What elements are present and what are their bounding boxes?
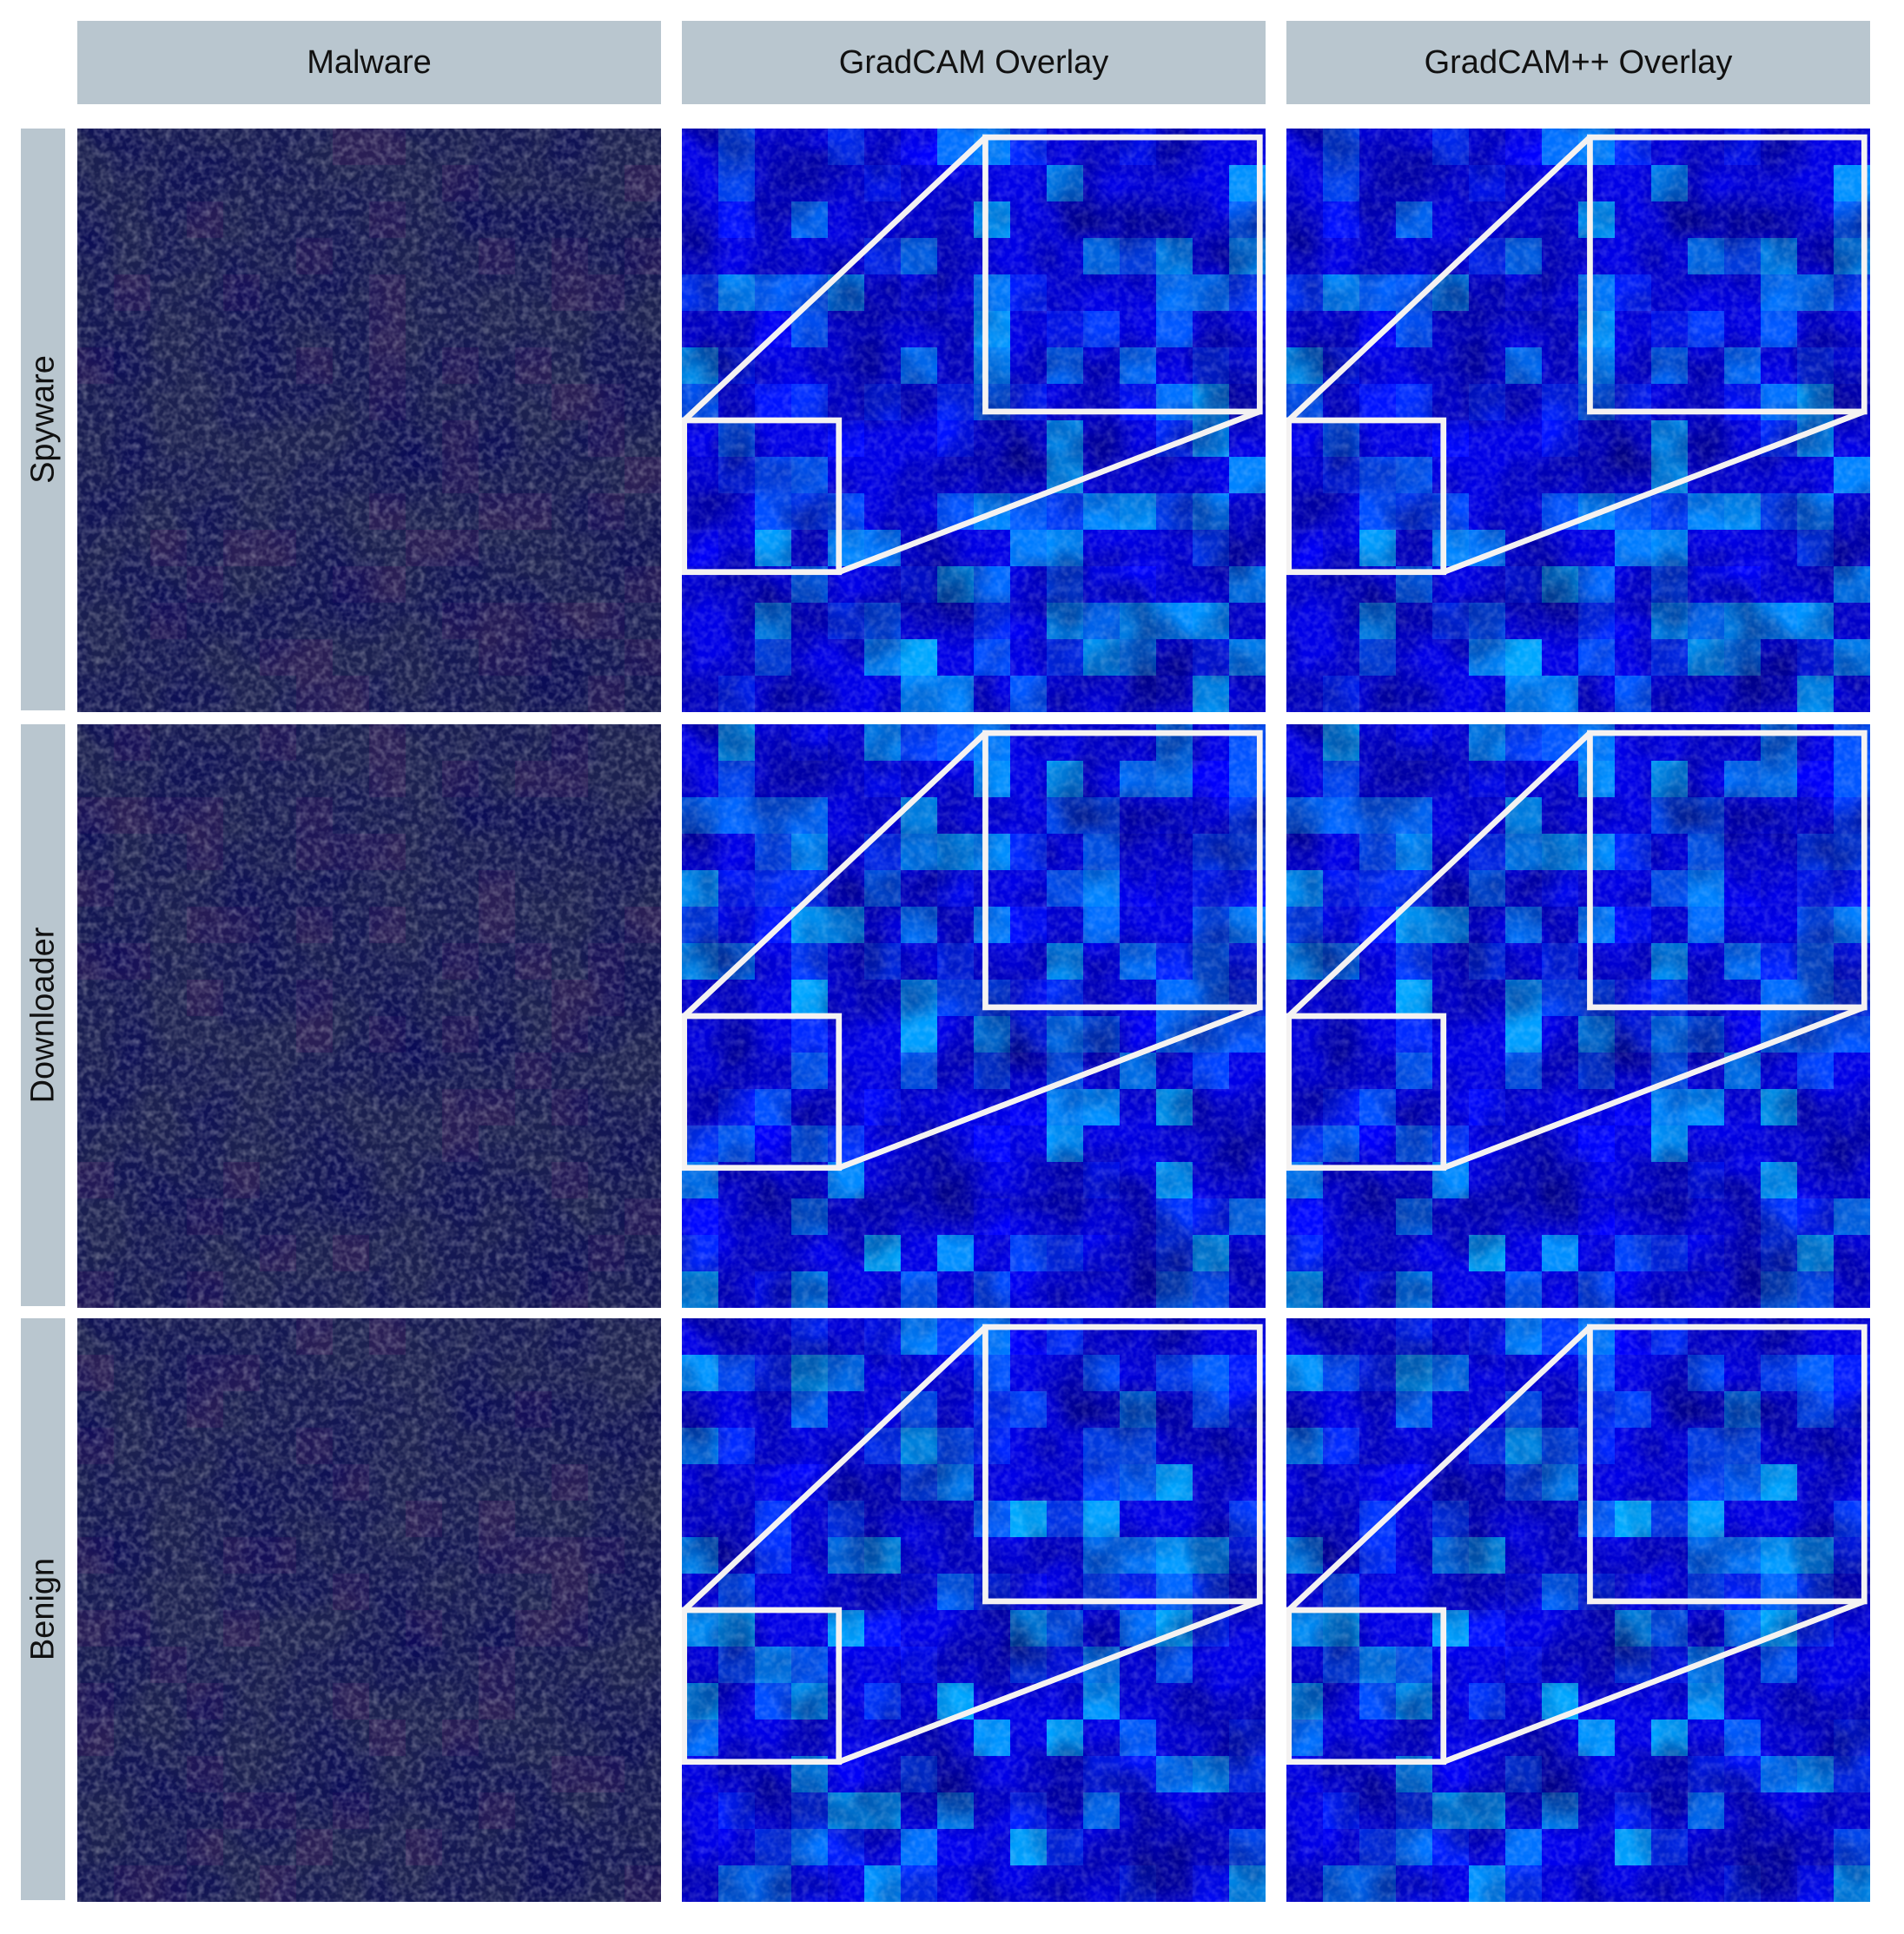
zoom-source-box: [1286, 1013, 1447, 1172]
zoom-connector: [1442, 1004, 1866, 1171]
heatmap-overlay: [1286, 724, 1870, 1308]
zoom-inset-box: [982, 1323, 1263, 1605]
zoom-connector: [1442, 1598, 1866, 1765]
zoom-inset-box: [1587, 1323, 1868, 1605]
heatmap-overlay: [1286, 1318, 1870, 1902]
row-header: Benign: [21, 1318, 65, 1900]
zoom-connector: [682, 135, 988, 423]
row-header: Downloader: [21, 724, 65, 1306]
zoom-connector: [682, 730, 988, 1019]
heatmap-overlay: [682, 129, 1266, 712]
zoom-source-box: [1286, 1607, 1447, 1766]
zoom-source-box: [682, 1607, 843, 1766]
zoom-inset-box: [1587, 729, 1868, 1011]
zoom-inset-box: [982, 729, 1263, 1011]
zoom-connector: [1442, 408, 1866, 575]
row-label: Downloader: [24, 927, 61, 1104]
zoom-connector: [837, 1598, 1261, 1765]
zoom-connector: [682, 1324, 988, 1613]
zoom-inset-box: [982, 134, 1263, 415]
malware-image: [77, 724, 661, 1308]
zoom-connector: [837, 408, 1261, 575]
zoom-source-box: [1286, 417, 1447, 576]
texture: [77, 724, 661, 1308]
row-label: Benign: [24, 1557, 61, 1661]
zoom-source-box: [682, 417, 843, 576]
texture: [77, 129, 661, 712]
zoom-connector: [837, 1004, 1261, 1171]
heatmap-overlay: [682, 724, 1266, 1308]
row-label: Spyware: [24, 355, 61, 484]
column-header: GradCAM++ Overlay: [1286, 21, 1870, 104]
heatmap-overlay: [682, 1318, 1266, 1902]
zoom-connector: [1286, 135, 1592, 423]
heatmap-overlay: [1286, 129, 1870, 712]
column-header: GradCAM Overlay: [682, 21, 1266, 104]
malware-image: [77, 1318, 661, 1902]
column-header: Malware: [77, 21, 661, 104]
texture: [77, 1318, 661, 1902]
malware-image: [77, 129, 661, 712]
zoom-connector: [1286, 1324, 1592, 1613]
zoom-connector: [1286, 730, 1592, 1019]
row-header: Spyware: [21, 129, 65, 710]
zoom-source-box: [682, 1013, 843, 1172]
zoom-inset-box: [1587, 134, 1868, 415]
